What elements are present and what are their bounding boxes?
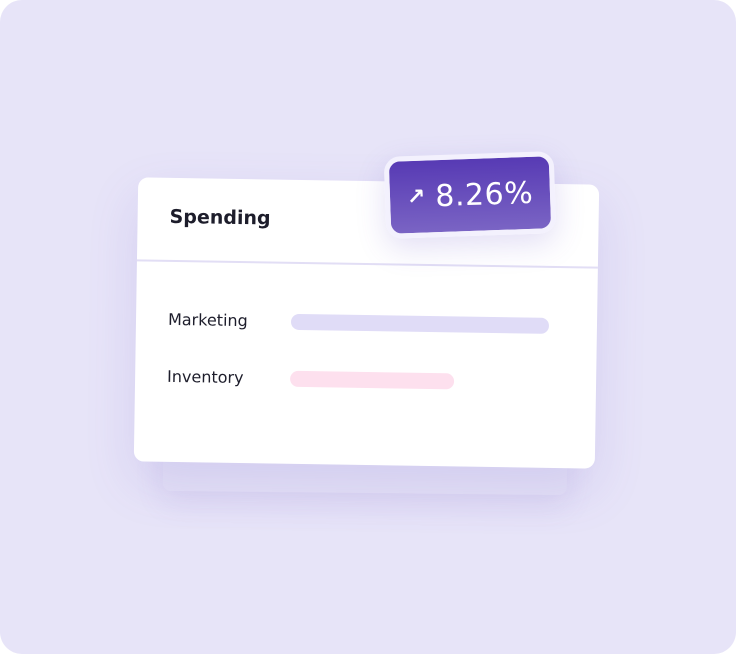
card-title: Spending xyxy=(169,205,271,230)
row-label: Marketing xyxy=(167,309,248,331)
spending-row-inventory: Inventory xyxy=(166,366,455,391)
marketing-bar xyxy=(290,313,550,334)
row-label: Inventory xyxy=(166,366,244,388)
arrow-up-right-icon: ↗ xyxy=(406,184,426,210)
growth-value: 8.26% xyxy=(434,175,534,214)
inventory-bar xyxy=(289,370,455,389)
growth-badge: ↗ 8.26% xyxy=(383,151,557,239)
spending-row-marketing: Marketing xyxy=(167,309,550,335)
